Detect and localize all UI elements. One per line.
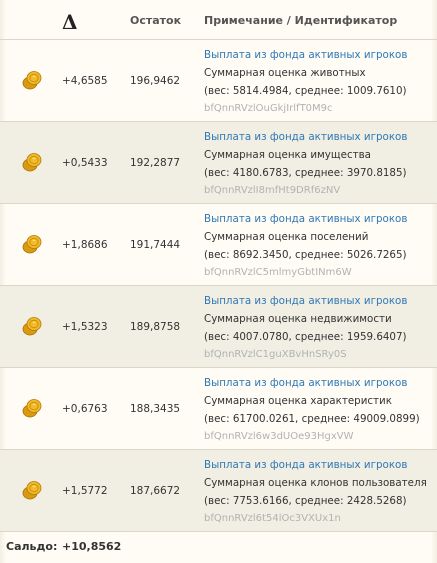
table-row: +1,5323 189,8758 Выплата из фонда активн… (0, 286, 437, 368)
row-identifier: bfQnnRVzl6w3dUOe93HgxVW (204, 431, 354, 442)
table-row: +0,6763 188,3435 Выплата из фонда активн… (0, 368, 437, 450)
gold-coins-icon (21, 480, 43, 500)
row-note: Выплата из фонда активных игроков Суммар… (204, 46, 434, 118)
table-header: Δ Остаток Примечание / Идентификатор (0, 0, 437, 40)
row-identifier: bfQnnRVzlI8mfHt9DRf6zNV (204, 185, 341, 196)
row-delta: +1,8686 (62, 239, 108, 251)
row-weights: (вес: 8692.3450, среднее: 5026.7265) (204, 249, 407, 261)
payout-link[interactable]: Выплата из фонда активных игроков (204, 213, 408, 225)
row-identifier: bfQnnRVzlC1guXBvHnSRy0S (204, 349, 347, 360)
row-balance: 191,7444 (130, 239, 181, 251)
balance-summary: Сальдо: +10,8562 (0, 532, 437, 563)
row-balance: 189,8758 (130, 321, 181, 333)
row-note: Выплата из фонда активных игроков Суммар… (204, 128, 434, 200)
row-delta: +4,6585 (62, 75, 108, 87)
payout-link[interactable]: Выплата из фонда активных игроков (204, 459, 408, 471)
row-delta: +0,5433 (62, 157, 108, 169)
row-note: Выплата из фонда активных игроков Суммар… (204, 456, 434, 528)
table-row: +1,8686 191,7444 Выплата из фонда активн… (0, 204, 437, 286)
row-balance: 188,3435 (130, 403, 181, 415)
gold-coins-icon (21, 70, 43, 90)
header-note: Примечание / Идентификатор (204, 14, 398, 27)
row-weights: (вес: 7753.6166, среднее: 2428.5268) (204, 495, 407, 507)
payout-link[interactable]: Выплата из фонда активных игроков (204, 49, 408, 61)
balance-value: +10,8562 (62, 540, 122, 553)
balance-label: Сальдо: (6, 540, 58, 553)
row-description: Суммарная оценка клонов пользователя (204, 477, 427, 489)
row-identifier: bfQnnRVzlC5mlmyGbtINm6W (204, 267, 352, 278)
row-weights: (вес: 4007.0780, среднее: 1959.6407) (204, 331, 407, 343)
row-description: Суммарная оценка имущества (204, 149, 371, 161)
table-row: +4,6585 196,9462 Выплата из фонда активн… (0, 40, 437, 122)
table-row: +1,5772 187,6672 Выплата из фонда активн… (0, 450, 437, 532)
payout-link[interactable]: Выплата из фонда активных игроков (204, 131, 408, 143)
row-weights: (вес: 4180.6783, среднее: 3970.8185) (204, 167, 407, 179)
row-identifier: bfQnnRVzlOuGkjIrlfT0M9c (204, 103, 333, 114)
gold-coins-icon (21, 398, 43, 418)
row-balance: 192,2877 (130, 157, 181, 169)
row-note: Выплата из фонда активных игроков Суммар… (204, 210, 434, 282)
row-weights: (вес: 5814.4984, среднее: 1009.7610) (204, 85, 407, 97)
table-row: +0,5433 192,2877 Выплата из фонда активн… (0, 122, 437, 204)
row-weights: (вес: 61700.0261, среднее: 49009.0899) (204, 413, 420, 425)
row-delta: +0,6763 (62, 403, 108, 415)
row-description: Суммарная оценка характеристик (204, 395, 392, 407)
row-balance: 196,9462 (130, 75, 181, 87)
payout-link[interactable]: Выплата из фонда активных игроков (204, 295, 408, 307)
row-delta: +1,5772 (62, 485, 108, 497)
header-delta: Δ (62, 10, 78, 34)
row-delta: +1,5323 (62, 321, 108, 333)
row-note: Выплата из фонда активных игроков Суммар… (204, 374, 434, 446)
row-description: Суммарная оценка животных (204, 67, 366, 79)
row-identifier: bfQnnRVzl6t54lOc3VXUx1n (204, 513, 341, 524)
row-note: Выплата из фонда активных игроков Суммар… (204, 292, 434, 364)
payout-link[interactable]: Выплата из фонда активных игроков (204, 377, 408, 389)
row-balance: 187,6672 (130, 485, 181, 497)
gold-coins-icon (21, 152, 43, 172)
row-description: Суммарная оценка недвижимости (204, 313, 392, 325)
row-description: Суммарная оценка поселений (204, 231, 369, 243)
gold-coins-icon (21, 316, 43, 336)
header-balance: Остаток (130, 14, 182, 27)
gold-coins-icon (21, 234, 43, 254)
